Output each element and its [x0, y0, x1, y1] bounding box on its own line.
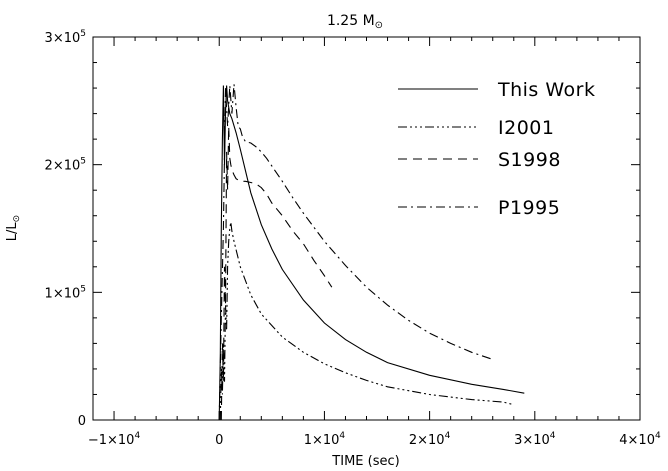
y-tick-label: 0: [78, 414, 86, 429]
y-tick-label: 1×105: [45, 284, 86, 301]
series-line-1: [219, 222, 514, 421]
tick-labels: −1×104 0 1×104 2×104 3×104 4×10401×1052×1053×…: [45, 29, 661, 448]
series-lines: [218, 84, 525, 421]
legend-label-3: P1995: [498, 197, 560, 219]
y-axis-label: L/L⊙: [5, 215, 22, 241]
y-tick-label: 3×105: [45, 29, 86, 46]
legend: This Work I2001 S1998 P1995: [398, 79, 595, 219]
x-tick-label: −1×104: [88, 431, 141, 448]
x-tick-label: 2×104: [409, 431, 451, 448]
y-tick-label: 2×105: [45, 157, 86, 174]
series-line-3: [218, 84, 491, 421]
chart-title: 1.25 M⊙: [327, 13, 383, 31]
x-tick-label: 1×104: [304, 431, 346, 448]
x-tick-label: 4×104: [619, 431, 661, 448]
x-axis-label: TIME (sec): [331, 454, 399, 469]
legend-label-2: S1998: [498, 149, 561, 171]
x-tick-label: 3×104: [514, 431, 556, 448]
series-line-2: [220, 126, 333, 421]
legend-label-1: I2001: [498, 117, 554, 139]
axis-ticks: [92, 36, 641, 421]
x-tick-label: 0: [215, 433, 223, 448]
legend-label-0: This Work: [497, 79, 595, 101]
series-line-0: [218, 85, 525, 421]
